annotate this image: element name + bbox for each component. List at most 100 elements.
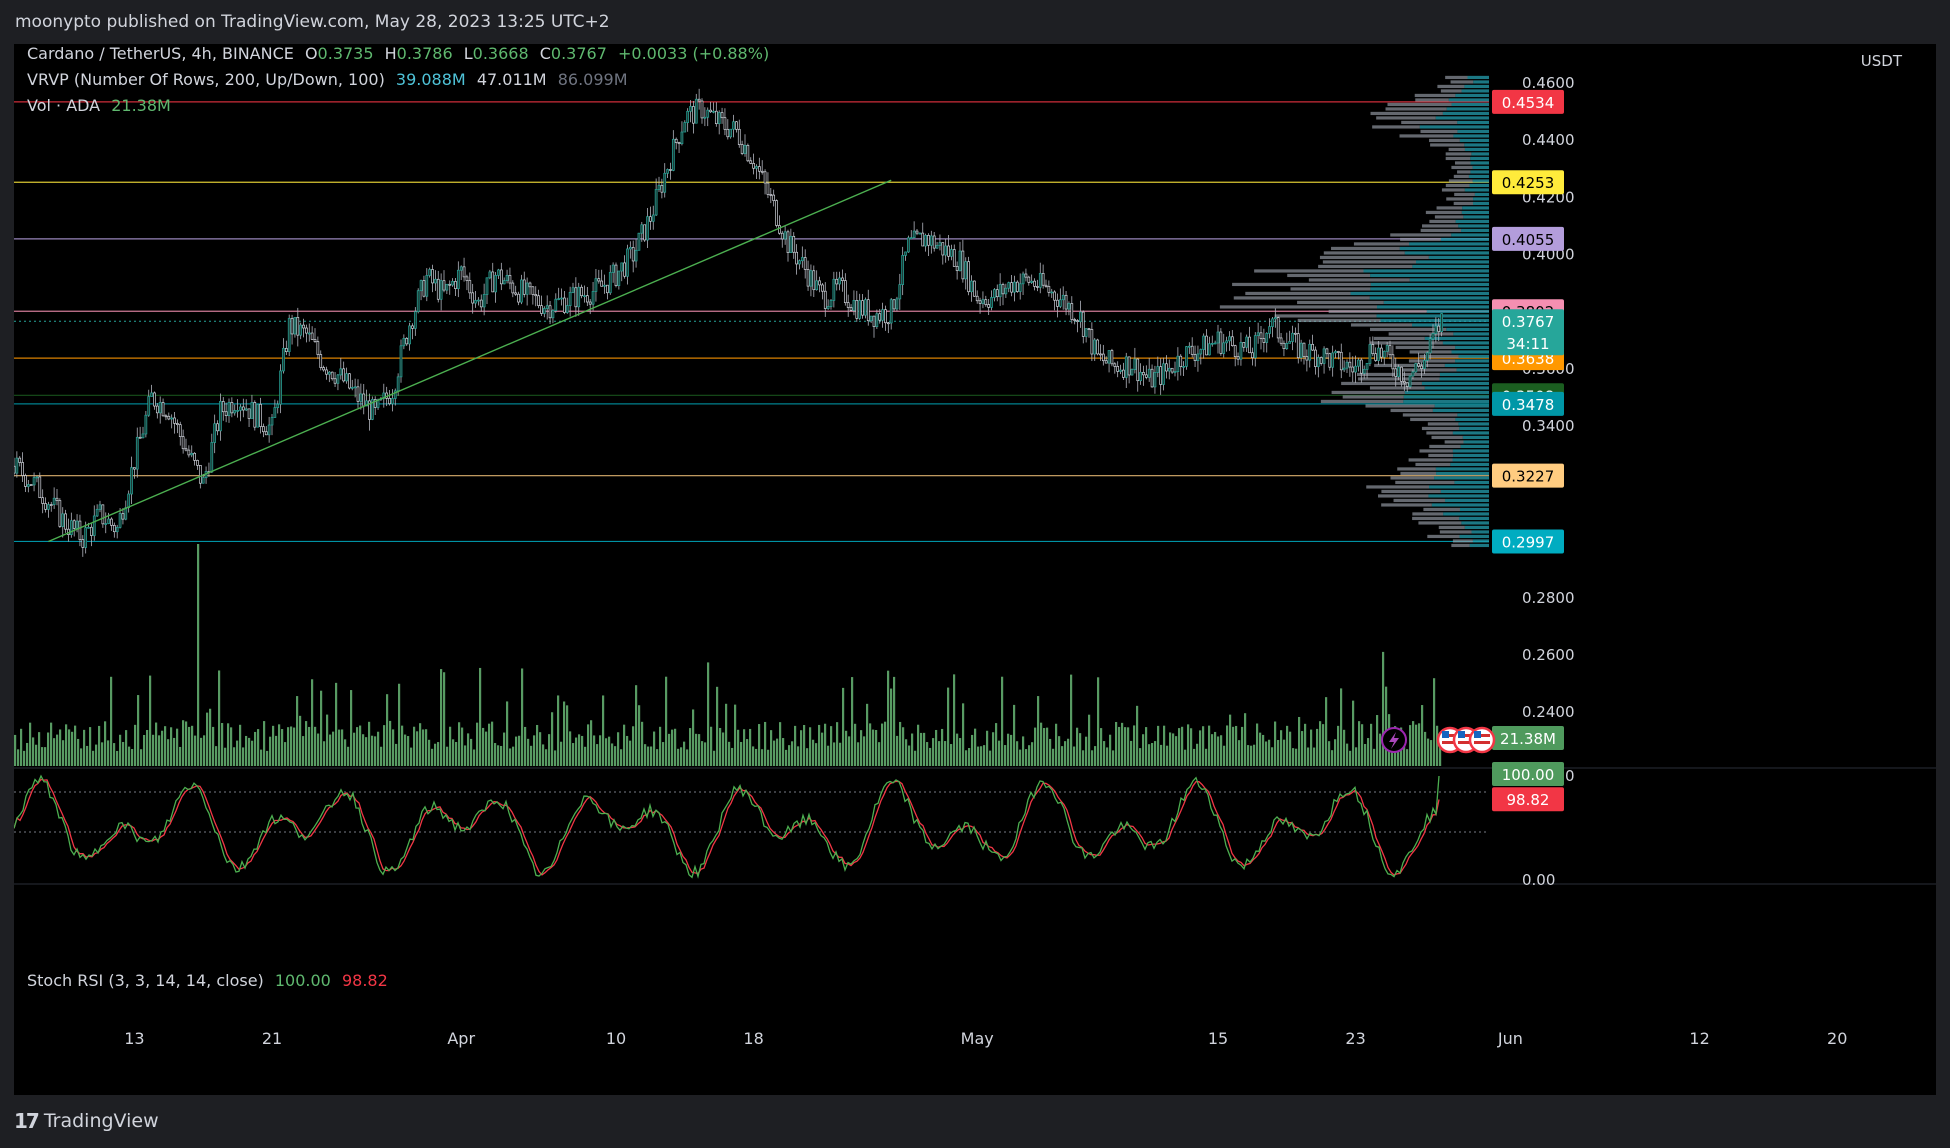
volume-bar [1052,748,1055,766]
volume-bar [1316,728,1319,766]
volume-bar [1253,744,1256,766]
candle-body [1368,344,1372,364]
candle-body [1099,353,1102,356]
candle-body [775,200,778,226]
candle-body [1251,352,1254,359]
candle-body [284,348,288,352]
chart-frame[interactable]: USDT0.46000.44000.42000.40000.36000.3400… [14,44,1936,1095]
volume-bar [254,731,257,766]
profile-row-down [1439,530,1472,534]
candle-body [101,504,105,525]
candle-body [755,166,758,169]
volume-bar [659,726,662,766]
candle-body [895,298,899,310]
flag-canton [1442,731,1449,738]
candle-body [769,194,773,196]
candle-body [1431,333,1435,340]
candle-body [64,513,67,530]
symbol-title[interactable]: Cardano / TetherUS, 4h, BINANCE [27,44,294,63]
candle-body [1365,362,1369,370]
volume-bar [1064,741,1067,766]
candle-body [571,287,575,293]
candle-body [471,292,475,304]
candle-body [90,526,93,536]
candle-body [482,294,486,308]
candle-body [875,313,879,327]
volume-bar [653,731,656,766]
candle-body [164,415,168,418]
candle-body [1050,291,1054,294]
volume-bar [662,742,665,766]
candle-body [144,414,148,435]
volume-bar [257,729,260,766]
volume-bar [1157,725,1160,766]
volume-bar [389,720,392,766]
trendline [48,179,892,543]
volume-bar [827,745,830,766]
volume-bar [1295,748,1298,766]
volume-bar [863,736,866,766]
lightning-event-icon[interactable] [1381,727,1407,753]
currency-label: USDT [1861,52,1903,70]
candle-body [210,442,214,473]
volume-bar [524,726,527,766]
profile-row-down [1408,359,1456,363]
volume-bar [1145,727,1148,766]
candle-body [55,497,59,501]
candle-body [1256,332,1260,336]
volume-bar [1097,677,1100,766]
volume-bar [410,747,413,766]
volume-bar [374,736,377,766]
candle-body [729,128,733,138]
volume-bar [746,739,749,766]
volume-bar [740,741,743,766]
candle-body [296,317,300,336]
volume-bar [1058,736,1061,766]
profile-row-down [1331,246,1400,251]
volume-bar [62,740,65,766]
volume-bar [362,734,365,766]
volume-bar [1214,731,1217,766]
candle-body [230,402,234,414]
chart-canvas[interactable]: USDT0.46000.44000.42000.40000.36000.3400… [14,44,1936,1095]
stoch-label[interactable]: Stoch RSI (3, 3, 14, 14, close) [27,971,264,990]
candle-body [1101,353,1105,362]
volume-bar [869,723,872,766]
candle-body [130,467,133,495]
volume-bar [1112,750,1115,766]
volume-bar [620,749,623,766]
volume-bar [734,704,737,766]
candle-body [961,250,965,280]
candle-body [107,518,110,524]
candle-body [608,272,612,294]
candle-body [958,250,962,271]
candle-body [832,278,836,301]
volume-bar [935,729,938,766]
volume-bar [584,746,587,766]
candle-body [502,280,506,285]
volume-bar [53,738,56,766]
volume-bar [1100,728,1103,766]
volume-bar [1319,721,1322,766]
volume-bar [668,733,671,766]
volume-bar [383,725,386,766]
candle-body [809,270,813,287]
candle-body [1038,273,1042,288]
volume-label[interactable]: Vol · ADA [27,96,101,115]
volume-bar [632,726,635,766]
profile-row-down [1454,161,1471,165]
volume-bar [641,721,644,766]
candle-body [1342,367,1346,371]
candle-body [1156,366,1160,373]
profile-row-up [1363,269,1489,273]
volume-bar [419,723,422,766]
candle-body [477,299,480,302]
vrvp-label[interactable]: VRVP (Number Of Rows, 200, Up/Down, 100) [27,70,385,89]
us-flag-event-icon-2[interactable] [1468,726,1496,754]
candle-body [1084,328,1088,337]
volume-bar [1070,674,1073,766]
tradingview-logo[interactable]: 17 TradingView [14,1109,159,1133]
candle-body [846,302,850,308]
candle-body [1345,361,1349,369]
volume-bar [122,741,125,766]
